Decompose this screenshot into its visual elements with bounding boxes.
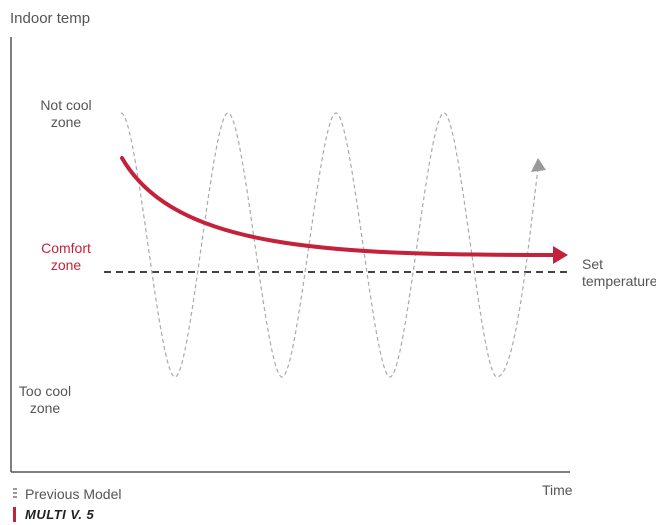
- zone-label-line: Too cool: [18, 383, 72, 399]
- x-axis-label: Time: [542, 482, 573, 498]
- red-bar-icon: [13, 506, 16, 522]
- zone-label-line: zone: [50, 114, 82, 130]
- previous-model-curve: [120, 112, 539, 378]
- multi-v5-curve: [120, 156, 557, 257]
- legend-item-previous-model: Previous Model: [13, 485, 122, 503]
- zone-label-line: zone: [50, 257, 82, 273]
- legend: Previous Model MULTI V. 5: [13, 485, 122, 525]
- set-temperature-label-line: Set: [582, 256, 604, 272]
- zone-label-comfort: Comfort zone: [28, 240, 104, 274]
- zone-label-line: Not cool: [40, 97, 92, 113]
- set-temperature-label: Set temperature: [582, 256, 656, 290]
- previous-model-arrowhead: [531, 158, 546, 172]
- legend-item-multi-v5: MULTI V. 5: [13, 505, 122, 523]
- multi-v5-arrowhead: [553, 246, 568, 264]
- zone-label-too-cool: Too cool zone: [14, 383, 76, 417]
- zone-label-line: Comfort: [41, 240, 91, 256]
- zone-label-not-cool: Not cool zone: [28, 97, 104, 131]
- set-temperature-label-line: temperature: [582, 273, 656, 289]
- dotted-line-icon: [13, 488, 17, 500]
- legend-label: Previous Model: [25, 486, 122, 502]
- legend-brand-logo: MULTI V. 5: [25, 506, 95, 522]
- zone-label-line: zone: [29, 400, 61, 416]
- y-axis-label: Indoor temp: [10, 10, 91, 27]
